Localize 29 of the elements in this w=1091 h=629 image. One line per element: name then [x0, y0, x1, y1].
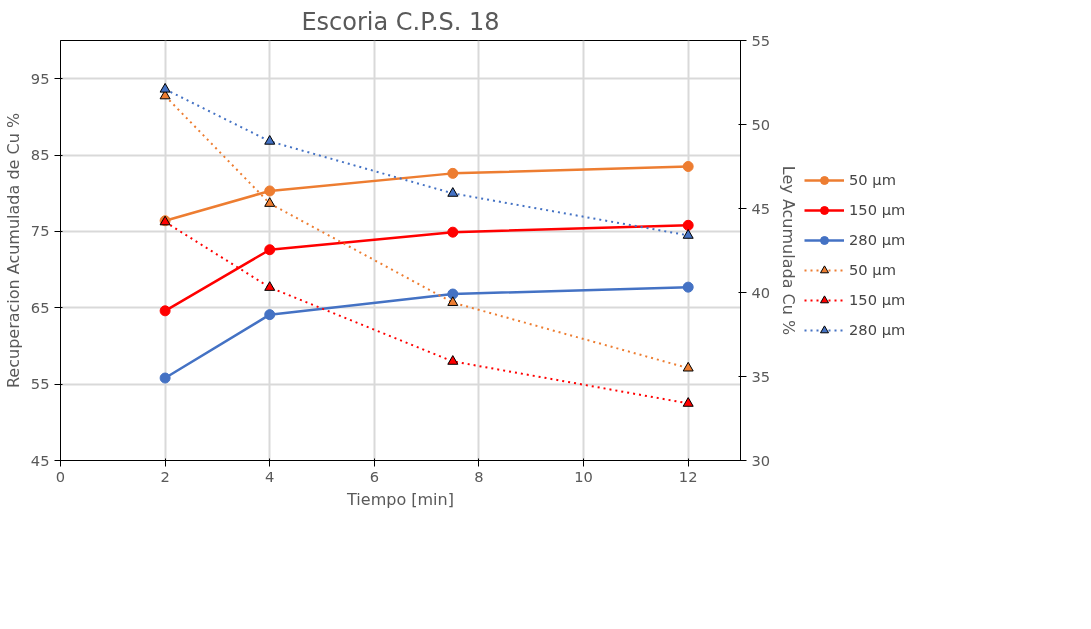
x-tick-label: 6: [369, 467, 380, 485]
y-tick-label: 65: [30, 298, 50, 316]
x-tick-label: 4: [265, 467, 275, 485]
y2-tick-label: 55: [751, 31, 771, 49]
legend-label: 150 µm: [849, 201, 906, 218]
legend-label: 280 µm: [849, 321, 906, 338]
y-tick-label: 55: [30, 375, 50, 393]
y2-tick-label: 45: [751, 199, 771, 217]
y-tick-label: 75: [30, 222, 50, 240]
x-tick-label: 2: [160, 467, 170, 485]
legend-label: 50 µm: [849, 171, 896, 188]
x-tick-label: 12: [678, 467, 698, 485]
legend-label: 280 µm: [849, 231, 906, 248]
y2-tick-label: 50: [751, 115, 771, 133]
legend-label: 50 µm: [849, 261, 896, 278]
x-tick-label: 0: [55, 467, 66, 485]
y-tick-label: 45: [30, 451, 50, 469]
y-tick-label: 85: [30, 146, 50, 164]
y2-tick-label: 40: [751, 283, 771, 301]
x-axis-title: Tiempo [min]: [346, 489, 454, 509]
chart-title: Escoria C.P.S. 18: [301, 7, 500, 36]
x-tick-label: 10: [574, 467, 593, 485]
y2-tick-label: 30: [751, 451, 771, 469]
legend-label: 150 µm: [849, 291, 906, 308]
x-tick-label: 8: [474, 467, 484, 485]
y2-tick-label: 35: [751, 367, 771, 385]
y-axis-title: Recuperacion Acumulada de Cu %: [3, 112, 23, 389]
y-tick-label: 95: [30, 69, 50, 87]
y2-axis-title: Ley Acumulada Cu %: [778, 165, 798, 336]
